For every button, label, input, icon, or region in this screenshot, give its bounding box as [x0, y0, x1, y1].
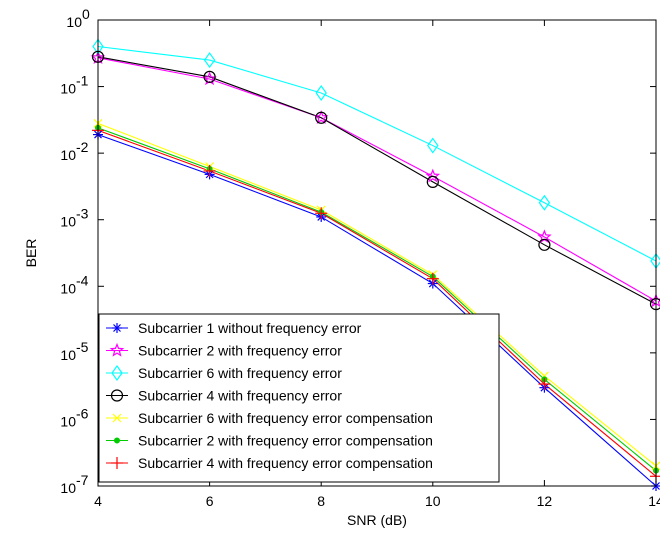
x-axis-label: SNR (dB)	[347, 512, 407, 528]
legend-label-5: Subcarrier 6 with frequency error compen…	[138, 410, 433, 426]
y-tick-exponent: -7	[76, 472, 89, 488]
x-tick-label: 6	[206, 493, 214, 509]
x-tick-label: 12	[537, 493, 553, 509]
legend-label-2: Subcarrier 2 with frequency error	[138, 343, 342, 359]
y-tick-exponent: 0	[82, 6, 90, 22]
x-tick-label: 10	[425, 493, 441, 509]
y-tick-base: 10	[60, 81, 76, 97]
x-tick-label: 8	[317, 493, 325, 509]
y-tick-exponent: -1	[76, 73, 89, 89]
y-tick-exponent: -4	[76, 272, 89, 288]
legend-label-4: Subcarrier 4 with frequency error	[138, 388, 342, 404]
x-tick-label: 14	[648, 493, 660, 509]
legend: Subcarrier 1 without frequency error Subc…	[99, 314, 499, 482]
y-tick-base: 10	[60, 214, 76, 230]
y-tick-base: 10	[60, 347, 76, 363]
y-tick-exponent: -6	[76, 405, 89, 421]
y-tick-exponent: -3	[76, 206, 89, 222]
legend-marker-6	[115, 438, 120, 443]
y-axis-label: BER	[23, 239, 39, 268]
y-tick-base: 10	[60, 280, 76, 296]
y-tick-base: 10	[60, 413, 76, 429]
x-tick-label: 4	[94, 493, 102, 509]
legend-label-7: Subcarrier 4 with frequency error compen…	[138, 455, 433, 471]
y-tick-exponent: -5	[76, 339, 89, 355]
y-tick-exponent: -2	[76, 139, 89, 155]
legend-marker-1	[112, 323, 122, 333]
legend-label-1: Subcarrier 1 without frequency error	[138, 320, 362, 336]
legend-label-3: Subcarrier 6 with frequency error	[138, 365, 342, 381]
y-tick-base: 10	[60, 147, 76, 163]
y-tick-base: 10	[66, 14, 82, 30]
legend-label-6: Subcarrier 2 with frequency error compen…	[138, 433, 433, 449]
y-tick-base: 10	[60, 480, 76, 496]
